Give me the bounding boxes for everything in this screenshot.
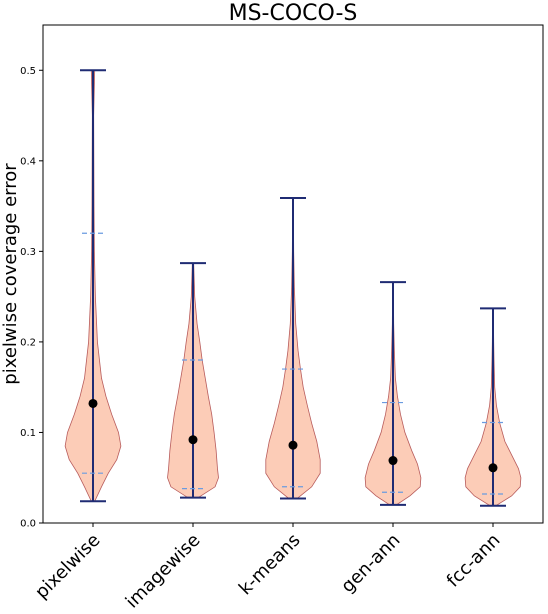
y-tick-label: 0.2 — [20, 337, 36, 348]
y-tick-label: 0.0 — [20, 519, 36, 530]
mean-marker — [288, 440, 298, 450]
mean-marker — [88, 398, 98, 408]
y-tick-label: 0.4 — [20, 156, 36, 167]
mean-marker — [488, 463, 498, 473]
mean-marker — [188, 435, 198, 445]
y-axis-label: pixelwise coverage error — [0, 163, 21, 385]
y-tick-label: 0.5 — [20, 66, 36, 77]
y-tick-label: 0.1 — [20, 428, 36, 439]
chart-title: MS-COCO-S — [229, 1, 358, 26]
plot-frame — [42, 24, 544, 524]
y-tick-label: 0.3 — [20, 247, 36, 258]
mean-marker — [388, 456, 398, 466]
